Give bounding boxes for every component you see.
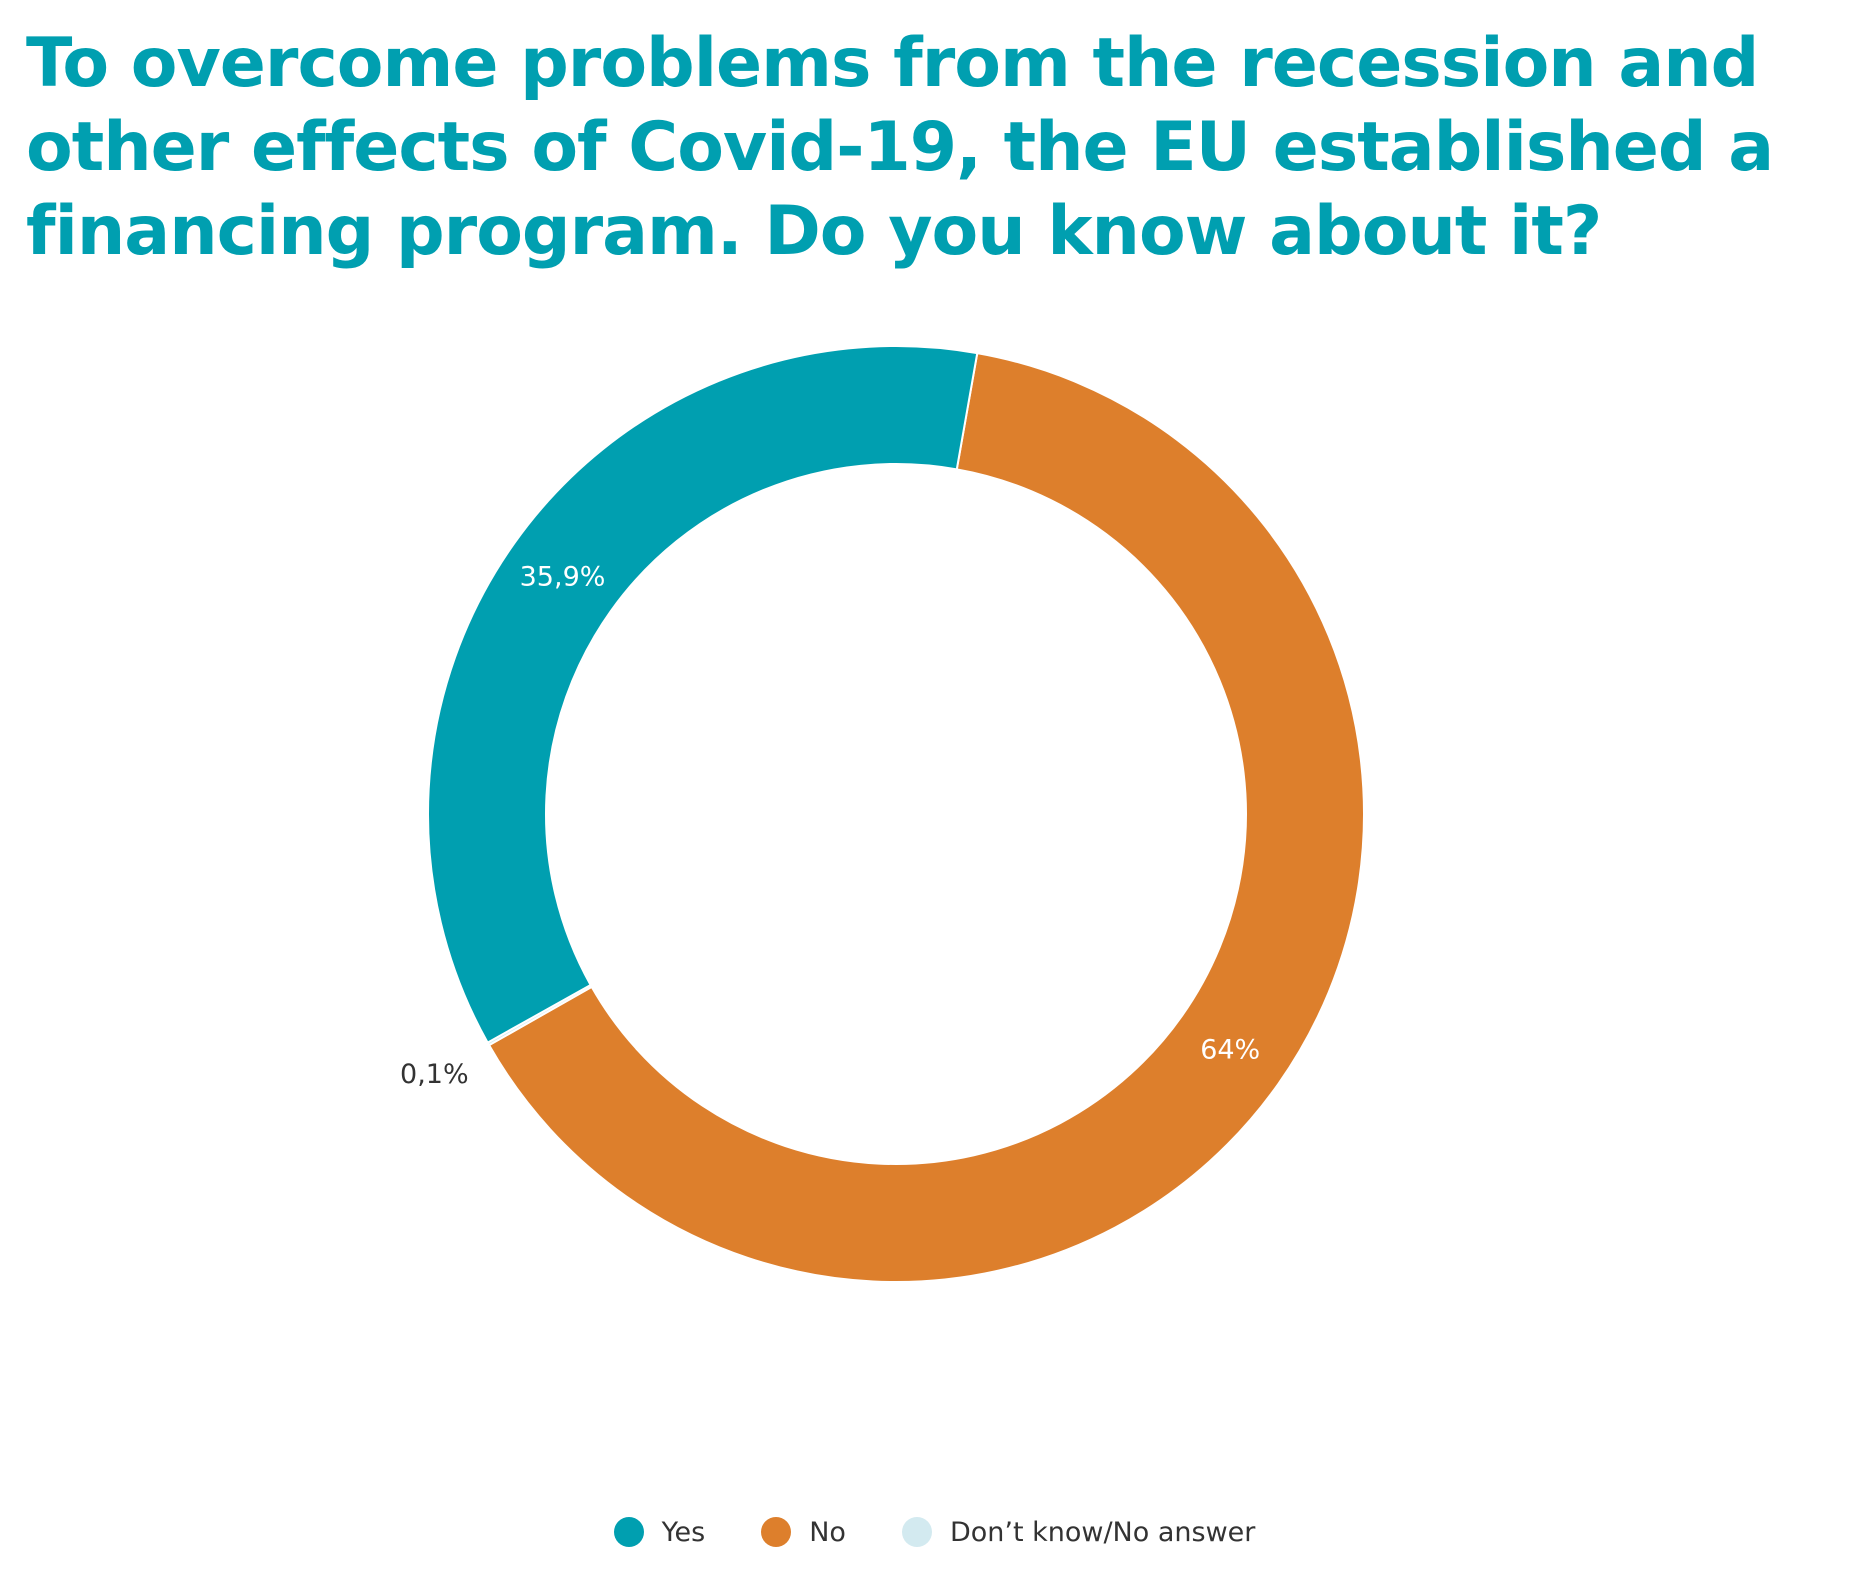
legend-swatch-yes xyxy=(613,1517,644,1547)
chart-title: To overcome problems from the recession … xyxy=(26,24,1774,271)
legend-label-yes: Yes xyxy=(661,1516,706,1548)
legend-label-no: No xyxy=(809,1516,846,1548)
slice-no xyxy=(487,351,1365,1283)
legend-swatch-no xyxy=(761,1517,792,1547)
chart-legend: Yes No Don’t know/No answer xyxy=(0,1512,1869,1552)
data-label-yes: 35,9% xyxy=(520,562,606,593)
slice-yes xyxy=(427,345,979,1044)
legend-item-yes: Yes xyxy=(613,1516,706,1548)
legend-label-don-t-know-no-answer: Don’t know/No answer xyxy=(949,1516,1256,1548)
data-label-don-t-know-no-answer: 0,1% xyxy=(400,1059,469,1090)
legend-item-no: No xyxy=(761,1517,846,1548)
legend-item-don-t-know-no-answer: Don’t know/No answer xyxy=(901,1516,1256,1548)
legend-swatch-don-t-know-no-answer xyxy=(901,1517,932,1547)
data-label-no: 64% xyxy=(1200,1034,1260,1065)
